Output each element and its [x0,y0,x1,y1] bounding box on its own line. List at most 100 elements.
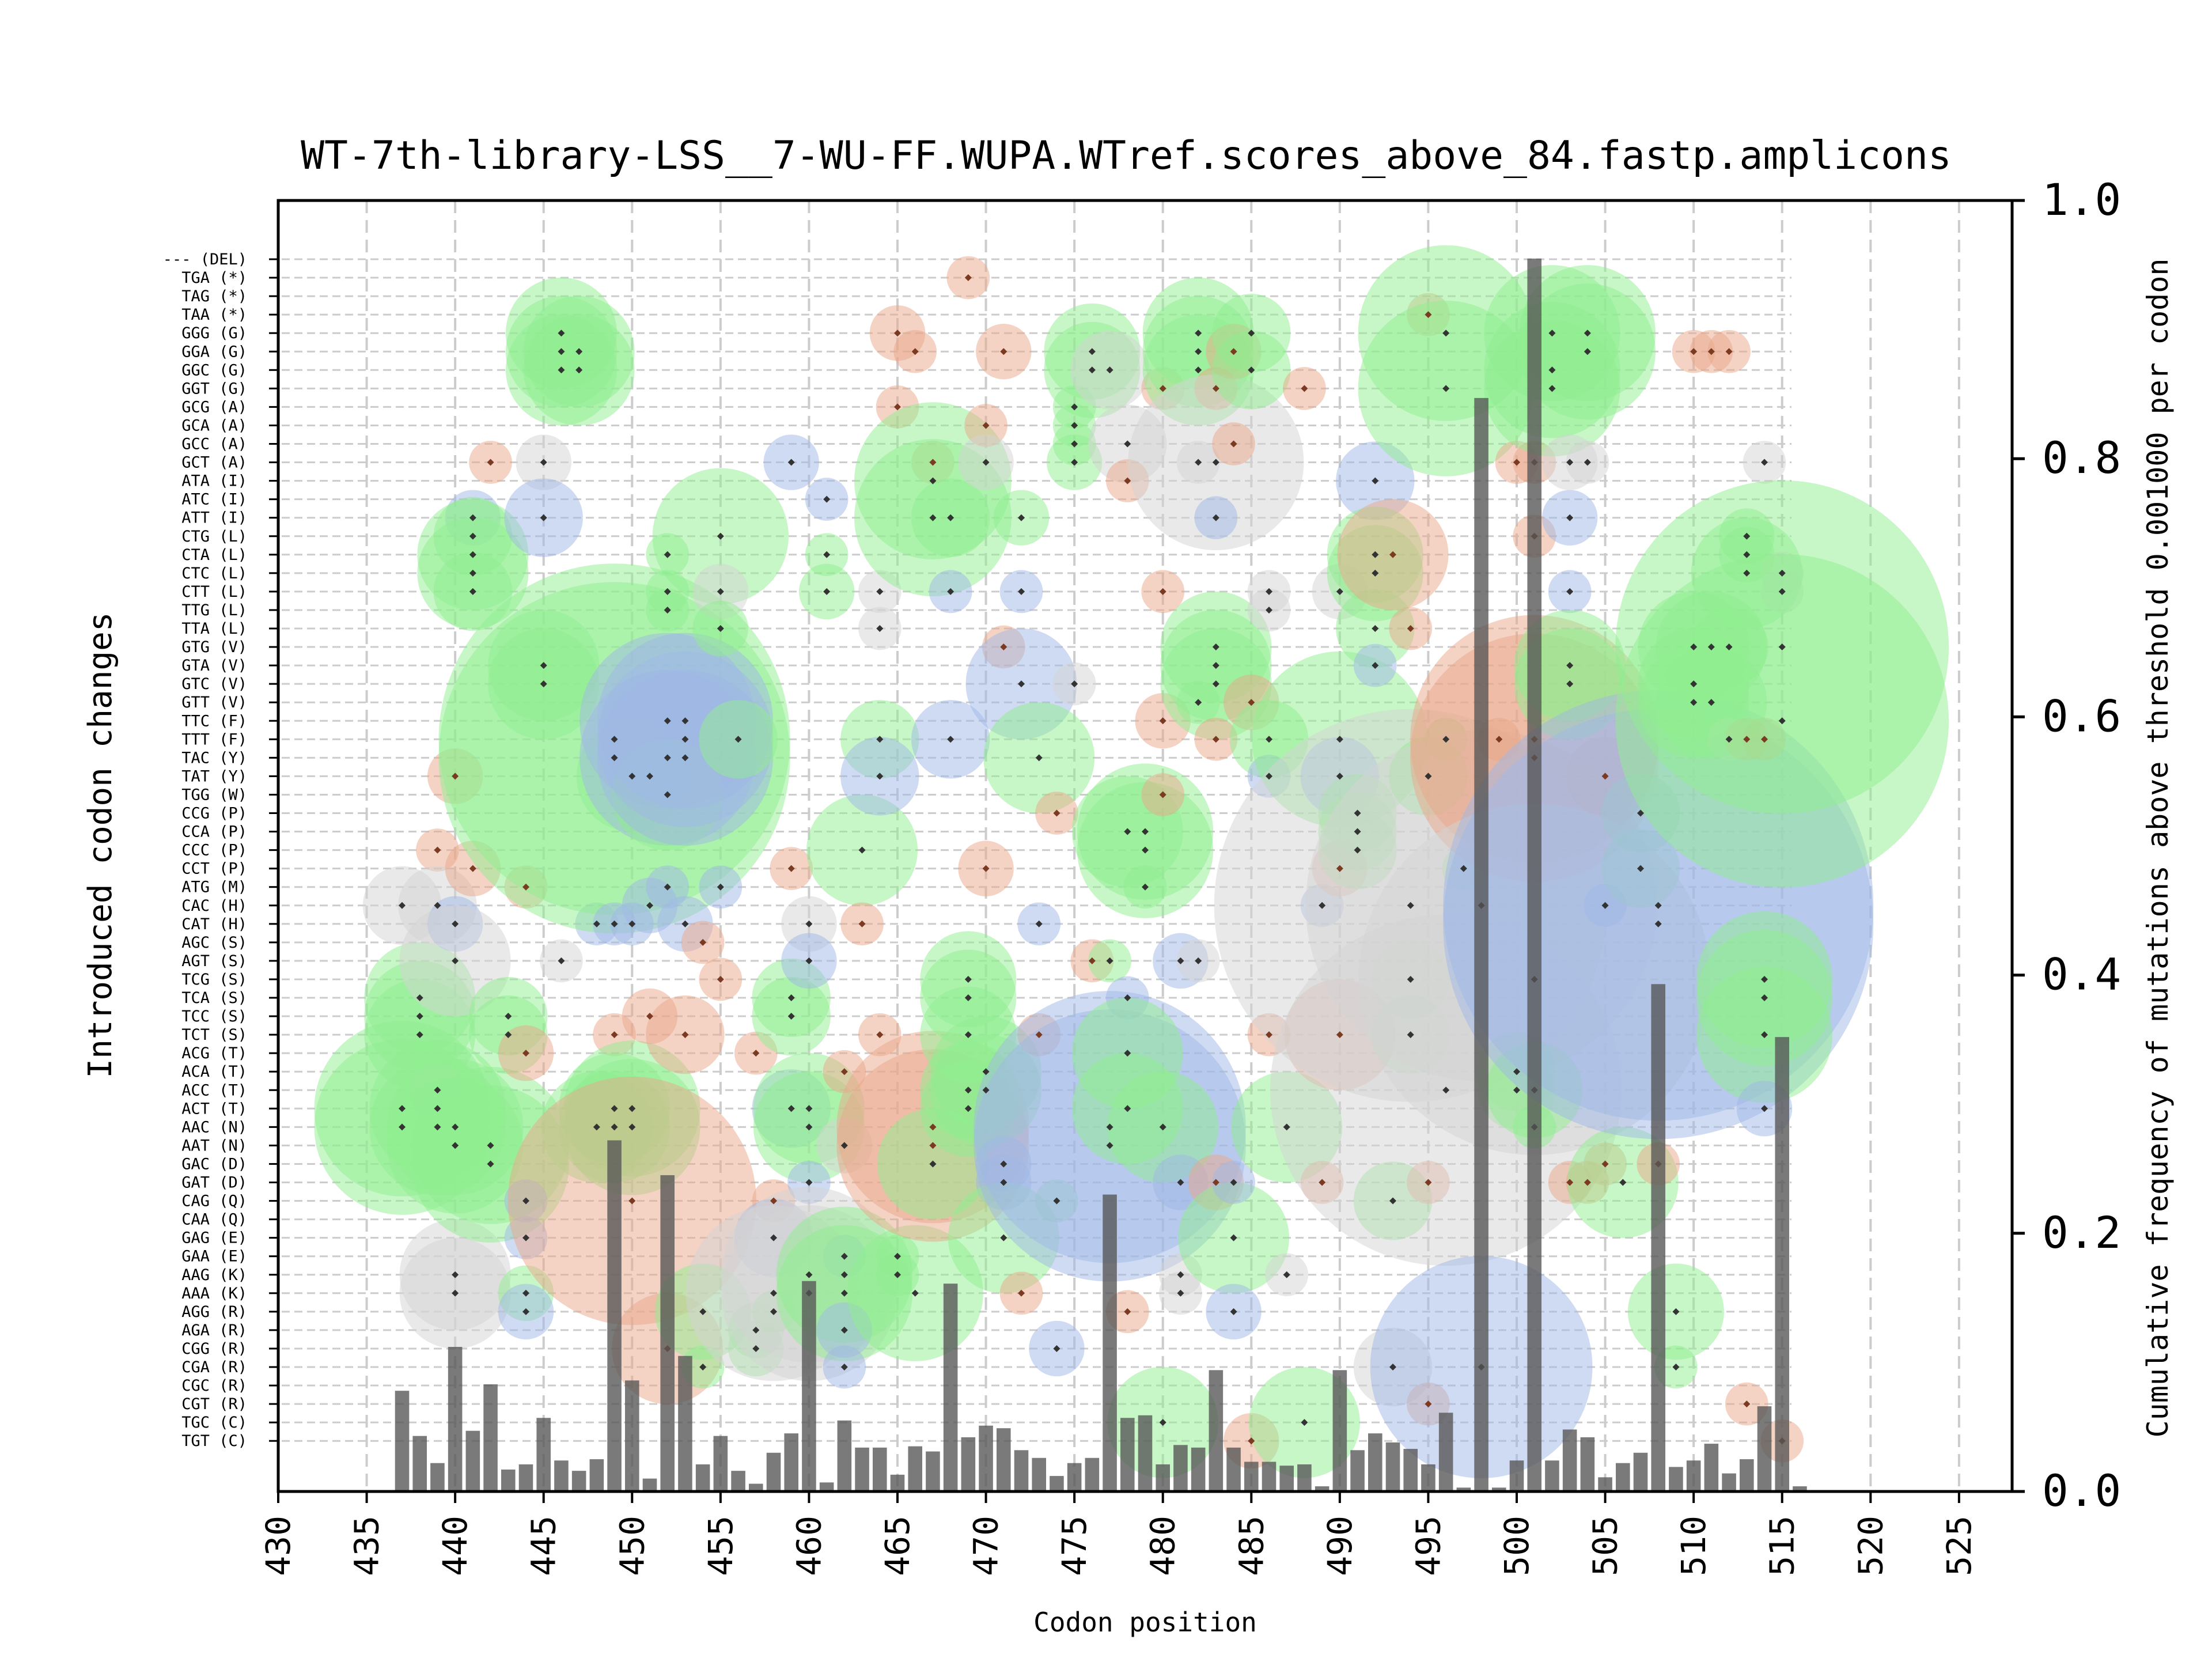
mutation-marker [628,1105,636,1112]
mutation-marker [770,1234,777,1241]
frequency-bar [926,1451,940,1491]
y-tick-label: GTT (V) [181,694,247,711]
mutation-marker [752,1345,760,1352]
mutation-marker [1725,348,1733,355]
mutation-marker [664,588,671,595]
mutation-marker [664,754,671,762]
mutation-marker [964,1086,972,1094]
mutation-marker [434,1105,441,1112]
y-tick-label: GGG (G) [181,324,247,342]
frequency-bar [731,1471,745,1491]
y-tick-label: AAC (N) [181,1118,247,1136]
mutation-marker [1672,1308,1680,1315]
mutation-marker [1283,1123,1290,1131]
mutation-marker [1212,643,1219,651]
mutation-marker [1725,643,1733,651]
mutation-marker [805,1179,813,1186]
right-tick-label: 0.4 [2042,949,2121,1000]
mutation-marker [717,883,724,891]
mutation-marker [858,846,866,854]
mutation-marker [1336,588,1343,595]
mutation-marker [1372,662,1379,669]
y-tick-label: TCT (S) [181,1026,247,1044]
x-tick-label: 515 [1763,1516,1802,1576]
mutation-marker [1743,551,1751,558]
mutation-marker [1743,736,1751,743]
y-tick-label: GCA (A) [181,417,247,434]
mutation-marker [1601,1160,1609,1168]
mutation-marker [1000,1160,1007,1168]
y-tick-label: AGA (R) [181,1322,247,1339]
mutation-marker [734,736,742,743]
mutation-marker [1106,1142,1113,1149]
frequency-bar [1545,1460,1559,1491]
mutation-marker [929,514,937,521]
mutation-marker [1035,920,1043,927]
mutation-marker [858,920,866,927]
frequency-bar [1050,1476,1064,1491]
mutation-marker [1425,773,1432,780]
mutation-marker [1124,1105,1131,1112]
mutation-marker [1195,330,1202,337]
y-tick-label: GGC (G) [181,361,247,379]
mutation-marker [1778,588,1786,595]
frequency-bar [1722,1473,1736,1491]
mutation-marker [1195,699,1202,706]
mutation-marker [929,459,937,466]
y-tick-label: TGG (W) [181,786,247,804]
x-tick-label: 505 [1586,1516,1625,1576]
mutation-marker [1230,1308,1237,1315]
mutation-marker [487,1142,494,1149]
right-tick-label: 0.2 [2042,1207,2121,1258]
y-tick-label: ACA (T) [181,1063,247,1081]
frequency-bar [1244,1462,1259,1491]
mutation-marker [611,1105,618,1112]
mutation-marker [469,532,476,540]
mutation-marker [575,366,583,374]
frequency-bar [1297,1464,1312,1491]
mutation-marker [399,1105,406,1112]
mutation-marker [1425,1179,1432,1186]
mutation-marker [982,422,990,429]
mutation-marker [1124,994,1131,1001]
mutation-marker [1159,1123,1166,1131]
mutation-marker [1778,569,1786,577]
frequency-bar [1509,1460,1524,1491]
mutation-marker [1407,975,1414,983]
mutation-marker [505,1031,512,1039]
mutation-marker [1761,736,1768,743]
y-tick-label: TAC (Y) [181,749,247,767]
mutation-marker [611,736,618,743]
mutation-marker [1619,1179,1627,1186]
mutation-marker [1106,366,1113,374]
y-tick-label: TCG (S) [181,971,247,989]
y-tick-label: AGG (R) [181,1303,247,1321]
frequency-bar [979,1425,993,1491]
mutation-marker [1566,680,1574,688]
y-tick-label: TGA (*) [181,269,247,287]
mutation-marker [540,680,547,688]
y-tick-label: CCG (P) [181,805,247,823]
y-tick-label: CTC (L) [181,565,247,582]
frequency-bar [448,1347,463,1491]
y-tick-label: TAA (*) [181,306,247,324]
mutation-marker [1212,385,1219,392]
frequency-bar [802,1281,816,1491]
frequency-bar [713,1436,728,1491]
mutation-marker [1336,1031,1343,1039]
mutation-marker [1425,311,1432,319]
mutation-marker [1354,828,1361,835]
mutation-marker [787,1013,795,1020]
mutation-marker [1018,588,1025,595]
mutation-marker [1212,514,1219,521]
axis-layer: --- (DEL)TGA (*)TAG (*)TAA (*)GGG (G)GGA… [163,174,2122,1576]
mutation-marker [752,1326,760,1334]
frequency-bar [1350,1450,1365,1491]
mutation-marker [947,514,955,521]
mutation-marker [1212,680,1219,688]
mutation-marker [1513,1086,1520,1094]
mutation-marker [1159,791,1166,798]
mutation-marker [929,477,937,484]
mutation-marker [1548,385,1556,392]
mutation-marker [1336,736,1343,743]
